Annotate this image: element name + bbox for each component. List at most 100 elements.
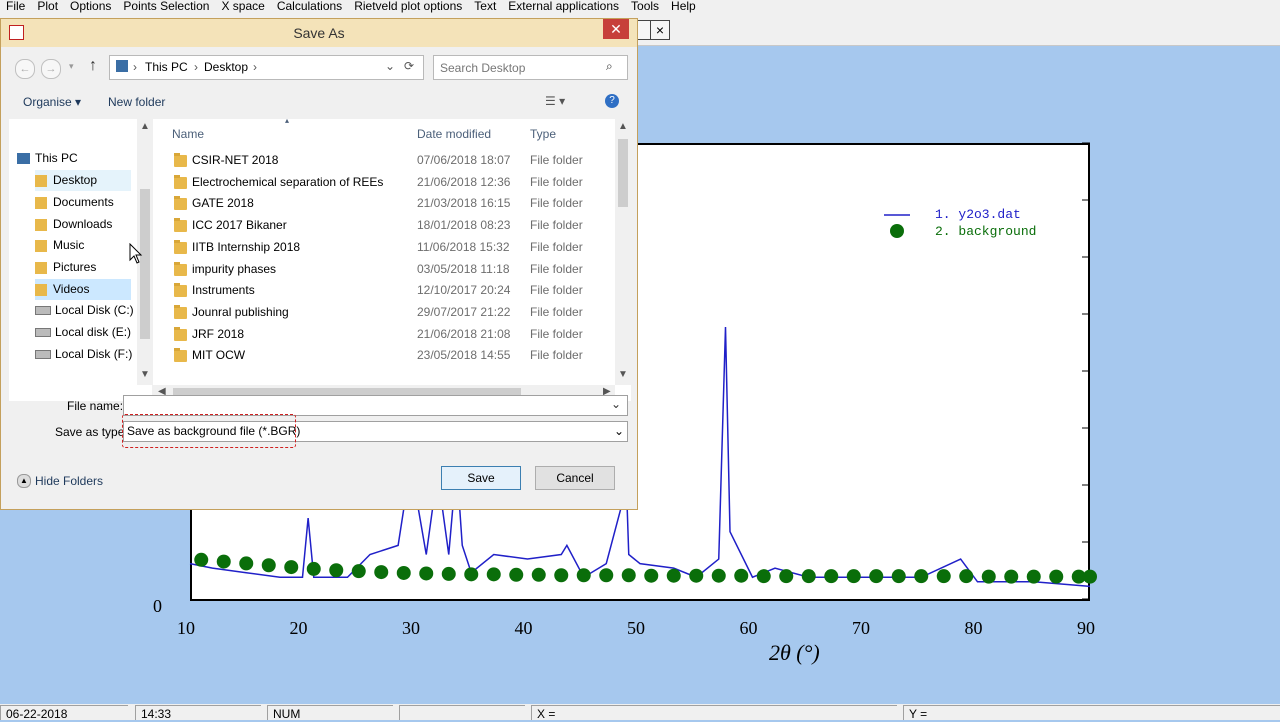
search-icon[interactable]: ⌕ bbox=[606, 59, 613, 73]
nav-item[interactable]: Downloads bbox=[35, 214, 112, 235]
nav-item[interactable]: Documents bbox=[35, 192, 114, 213]
breadcrumb-separator-icon: › bbox=[253, 60, 257, 74]
forward-arrow-icon[interactable]: → bbox=[41, 59, 61, 79]
new-folder-button[interactable]: New folder bbox=[108, 95, 166, 109]
scroll-down-icon[interactable]: ▼ bbox=[618, 369, 628, 380]
menu-plot[interactable]: Plot bbox=[37, 0, 59, 13]
menu-external-applications[interactable]: External applications bbox=[508, 0, 620, 13]
dialog-close-button[interactable]: ✕ bbox=[603, 19, 629, 39]
save-button[interactable]: Save bbox=[441, 466, 521, 490]
scroll-down-icon[interactable]: ▼ bbox=[140, 369, 150, 380]
background-point bbox=[801, 569, 816, 584]
menu-tools[interactable]: Tools bbox=[631, 0, 660, 13]
background-point bbox=[441, 566, 456, 581]
menu-options[interactable]: Options bbox=[70, 0, 112, 13]
recent-chevron-icon[interactable]: ▾ bbox=[69, 61, 74, 71]
search-input[interactable]: Search Desktop ⌕ bbox=[433, 55, 628, 80]
legend-marker-2 bbox=[890, 224, 904, 238]
file-scroll-thumb[interactable] bbox=[618, 139, 628, 207]
help-icon[interactable]: ? bbox=[605, 94, 619, 108]
nav-item[interactable]: Music bbox=[35, 235, 84, 256]
background-point bbox=[959, 569, 974, 584]
scroll-up-icon[interactable]: ▲ bbox=[618, 121, 628, 132]
background-point bbox=[981, 569, 996, 584]
file-row[interactable]: Instruments 12/10/2017 20:24 File folder bbox=[153, 280, 615, 302]
chevron-up-icon[interactable]: ▲ bbox=[17, 474, 31, 488]
nav-item[interactable]: Desktop bbox=[35, 170, 131, 191]
refresh-icon[interactable]: ⟳ bbox=[404, 59, 415, 73]
background-point bbox=[824, 569, 839, 584]
file-name-input[interactable] bbox=[123, 395, 628, 416]
file-name: GATE 2018 bbox=[192, 196, 254, 211]
file-type: File folder bbox=[530, 239, 583, 254]
menu-points-selection[interactable]: Points Selection bbox=[123, 0, 210, 13]
menu-help[interactable]: Help bbox=[671, 0, 696, 13]
column-header-name[interactable]: Name bbox=[172, 127, 205, 141]
nav-item[interactable]: Local Disk (F:) bbox=[35, 344, 132, 365]
address-bar[interactable]: › This PC › Desktop › ⌄ ⟳ bbox=[109, 55, 424, 80]
drive-icon bbox=[35, 306, 51, 316]
menu-calculations[interactable]: Calculations bbox=[276, 0, 343, 13]
file-name: CSIR-NET 2018 bbox=[192, 153, 279, 167]
file-type: File folder bbox=[530, 153, 583, 167]
file-row[interactable]: GATE 2018 21/03/2018 16:15 File folder bbox=[153, 193, 615, 215]
nav-item[interactable]: Pictures bbox=[35, 257, 96, 278]
scroll-up-icon[interactable]: ▲ bbox=[140, 121, 150, 132]
file-row[interactable]: MIT OCW 23/05/2018 14:55 File folder bbox=[153, 345, 615, 367]
file-row[interactable]: IITB Internship 2018 11/06/2018 15:32 File… bbox=[153, 237, 615, 259]
save-as-type-select[interactable]: Save as background file (*.BGR) ⌄ bbox=[123, 421, 628, 442]
navigation-pane: This PC Desktop Documents Downloads Music Pic… bbox=[9, 119, 153, 401]
close-plot-button[interactable]: × bbox=[650, 20, 670, 40]
breadcrumb-this-pc[interactable]: This PC bbox=[145, 60, 188, 74]
organise-button[interactable]: Organise ▾ bbox=[23, 95, 82, 109]
background-point bbox=[1026, 569, 1041, 584]
chevron-down-icon[interactable]: ⌄ bbox=[385, 59, 396, 73]
background-point bbox=[1083, 569, 1097, 584]
nav-item[interactable]: Local disk (E:) bbox=[35, 322, 131, 343]
file-list-scrollbar[interactable]: ▲ ▼ bbox=[615, 119, 631, 385]
column-header-type[interactable]: Type bbox=[530, 127, 557, 141]
menu-text[interactable]: Text bbox=[474, 0, 497, 13]
highlight-annotation bbox=[122, 414, 296, 448]
file-row[interactable]: Electrochemical separation of REEs 21/06/… bbox=[153, 172, 615, 194]
scroll-right-icon[interactable]: ▶ bbox=[603, 386, 611, 397]
back-arrow-icon[interactable]: ← bbox=[15, 59, 35, 79]
chevron-down-icon[interactable]: ⌄ bbox=[614, 424, 625, 438]
breadcrumb-separator-icon: › bbox=[133, 60, 137, 74]
hide-folders-button[interactable]: Hide Folders bbox=[35, 474, 104, 488]
folder-icon bbox=[174, 153, 187, 167]
file-type: File folder bbox=[530, 174, 583, 189]
file-row[interactable]: impurity phases 03/05/2018 11:18 File fold… bbox=[153, 259, 615, 281]
file-date: 11/06/2018 15:32 bbox=[417, 239, 510, 254]
background-point bbox=[464, 567, 479, 582]
column-header-date[interactable]: Date modified bbox=[417, 127, 492, 141]
view-options-icon[interactable]: ☰ ▾ bbox=[545, 94, 566, 108]
nav-item[interactable]: This PC bbox=[17, 148, 78, 169]
menu-x-space[interactable]: X space bbox=[221, 0, 265, 13]
menu-rietveld[interactable]: Rietveld plot options bbox=[354, 0, 463, 13]
drive-icon bbox=[35, 350, 51, 360]
file-type: File folder bbox=[530, 218, 583, 233]
nav-item[interactable]: Videos bbox=[35, 279, 131, 300]
up-arrow-icon[interactable]: ↑ bbox=[89, 57, 97, 74]
folder-icon bbox=[174, 174, 187, 189]
chevron-down-icon[interactable]: ⌄ bbox=[611, 397, 622, 411]
hscroll-thumb[interactable] bbox=[173, 388, 521, 398]
nav-item[interactable]: Local Disk (C:) bbox=[35, 300, 134, 321]
dialog-title-bar[interactable]: Save As ✕ bbox=[1, 19, 637, 47]
scroll-left-icon[interactable]: ◀ bbox=[158, 386, 166, 397]
file-row[interactable]: ICC 2017 Bikaner 18/01/2018 08:23 File fol… bbox=[153, 215, 615, 237]
menu-file[interactable]: File bbox=[6, 0, 26, 13]
file-row[interactable]: Jounral publishing 29/07/2017 21:22 File f… bbox=[153, 302, 615, 324]
file-row[interactable]: CSIR-NET 2018 07/06/2018 18:07 File folder bbox=[153, 150, 615, 172]
series-y2o3-line bbox=[189, 326, 1091, 588]
file-row[interactable]: JRF 2018 21/06/2018 21:08 File folder bbox=[153, 324, 615, 346]
background-point bbox=[734, 568, 749, 583]
file-date: 21/06/2018 12:36 bbox=[417, 174, 511, 189]
breadcrumb-desktop[interactable]: Desktop bbox=[204, 60, 249, 74]
nav-scroll-thumb[interactable] bbox=[140, 189, 150, 339]
plot-canvas bbox=[189, 142, 1097, 600]
background-point bbox=[599, 568, 614, 583]
cancel-button[interactable]: Cancel bbox=[535, 466, 615, 490]
nav-scrollbar[interactable]: ▲ ▼ bbox=[137, 119, 153, 385]
